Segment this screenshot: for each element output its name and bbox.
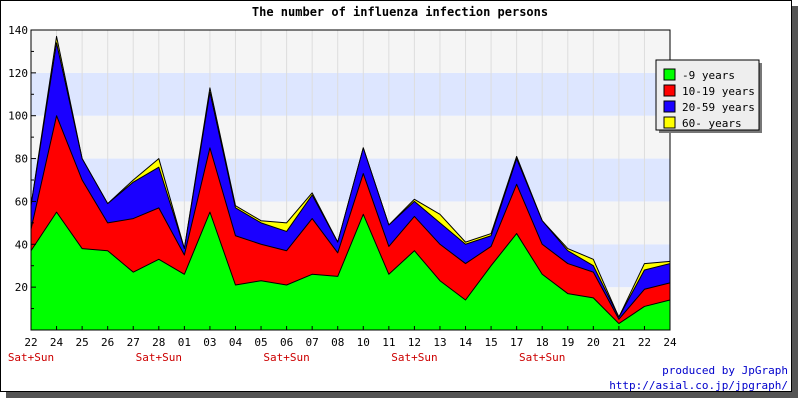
x-tick-label: 28 xyxy=(152,336,165,349)
x-tick-label: 20 xyxy=(587,336,600,349)
x-tick-label: 06 xyxy=(280,336,293,349)
x-tick-label: 22 xyxy=(24,336,37,349)
credit-line-2: http://asial.co.jp/jpgraph/ xyxy=(609,379,788,392)
x-tick-label: 21 xyxy=(612,336,625,349)
weekend-label: Sat+Sun xyxy=(263,351,309,364)
y-tick-label: 80 xyxy=(15,153,28,166)
x-tick-label: 04 xyxy=(229,336,243,349)
legend: -9 years 10-19 years 20-59 years 60- years xyxy=(655,59,762,133)
y-tick-label: 60 xyxy=(15,195,28,208)
x-tick-label: 12 xyxy=(408,336,421,349)
y-tick-label: 20 xyxy=(15,281,28,294)
x-tick-label: 26 xyxy=(101,336,114,349)
weekend-label: Sat+Sun xyxy=(519,351,565,364)
y-tick-label: 120 xyxy=(8,67,28,80)
y-axis: 20 40 60 80 100 120 140 xyxy=(8,24,36,310)
series-area-1 xyxy=(30,211,671,331)
x-tick-label: 10 xyxy=(357,336,370,349)
x-tick-label: 14 xyxy=(459,336,473,349)
legend-label: 20-59 years xyxy=(682,101,755,114)
x-tick-label: 22 xyxy=(638,336,651,349)
x-tick-label: 08 xyxy=(331,336,344,349)
x-tick-label: 24 xyxy=(663,336,677,349)
plot-band xyxy=(31,72,670,116)
y-tick-label: 40 xyxy=(15,238,28,251)
series-areas xyxy=(30,35,671,331)
y-tick-label: 100 xyxy=(8,110,28,123)
plot-band xyxy=(31,115,670,159)
x-tick-label: 24 xyxy=(50,336,64,349)
weekend-label: Sat+Sun xyxy=(136,351,182,364)
legend-swatch xyxy=(663,84,676,97)
x-tick-label: 19 xyxy=(561,336,574,349)
legend-swatch xyxy=(663,116,676,129)
plot-band xyxy=(31,30,670,73)
x-tick-label: 25 xyxy=(75,336,88,349)
x-tick-label: 27 xyxy=(127,336,140,349)
weekend-label: Sat+Sun xyxy=(391,351,437,364)
x-tick-label: 03 xyxy=(203,336,216,349)
legend-label: -9 years xyxy=(682,69,735,82)
credit-line-1: produced by JpGraph xyxy=(662,364,788,377)
x-tick-label: 13 xyxy=(433,336,446,349)
x-tick-label: 18 xyxy=(536,336,549,349)
x-tick-label: 01 xyxy=(178,336,191,349)
x-tick-label: 15 xyxy=(484,336,497,349)
x-tick-label: 11 xyxy=(382,336,395,349)
legend-label: 10-19 years xyxy=(682,85,755,98)
legend-swatch xyxy=(663,68,676,81)
x-tick-label: 05 xyxy=(254,336,267,349)
legend-swatch xyxy=(663,100,676,113)
x-tick-label: 17 xyxy=(510,336,523,349)
x-tick-label: 07 xyxy=(306,336,319,349)
x-axis: 22 24 25 26 27 28 01 03 04 05 06 07 08 10 11 12 13 14 15 17… xyxy=(8,326,677,364)
legend-label: 60- years xyxy=(682,117,742,130)
weekend-label: Sat+Sun xyxy=(8,351,54,364)
chart-title: The number of influenza infection person… xyxy=(252,5,548,19)
y-tick-label: 140 xyxy=(8,24,28,37)
